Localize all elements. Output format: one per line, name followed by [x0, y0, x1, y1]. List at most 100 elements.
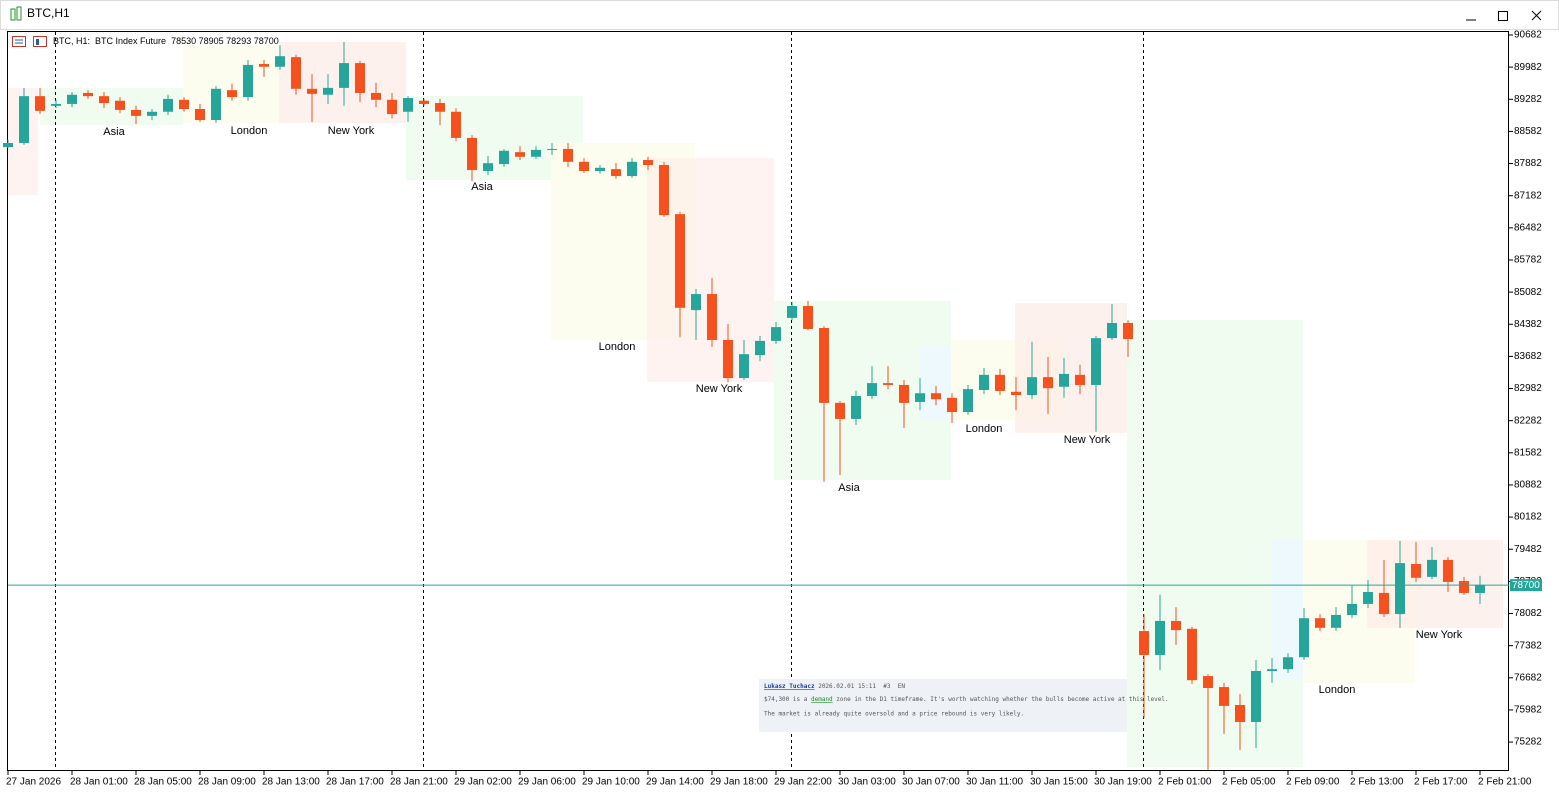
y-tick-label: 77382 [1514, 640, 1542, 651]
session-label: New York [328, 125, 375, 137]
comment-link[interactable]: demand [811, 696, 833, 703]
y-tick-label: 81582 [1514, 447, 1542, 458]
y-tick-label: 88582 [1514, 126, 1542, 137]
candle-body [323, 87, 333, 95]
candle-body [803, 305, 813, 329]
candle-body [755, 340, 765, 356]
candle-body [19, 96, 29, 143]
session-label: New York [1416, 629, 1463, 641]
maximize-button[interactable] [1498, 11, 1508, 21]
x-tick-label: 28 Jan 13:00 [262, 777, 320, 788]
session-label: Asia [103, 126, 125, 138]
candle-body [1427, 559, 1437, 577]
y-tick-label: 79482 [1514, 544, 1542, 555]
candle-body [67, 94, 77, 104]
x-tick-label: 28 Jan 21:00 [390, 777, 448, 788]
comment-author[interactable]: Lukasz Tuchacz [764, 683, 815, 690]
candle-body [1395, 563, 1405, 615]
candle-body [243, 64, 253, 98]
x-tick-label: 2 Feb 05:00 [1222, 777, 1276, 788]
candle-body [771, 327, 781, 341]
session-label: London [599, 341, 636, 353]
x-tick-label: 28 Jan 17:00 [326, 777, 384, 788]
candle-body [179, 99, 189, 110]
candle-body [595, 167, 605, 171]
comment-date: 2026.02.01 15:11 [818, 683, 876, 690]
candle-body [35, 96, 45, 111]
candle-body [947, 397, 957, 413]
candle-body [1475, 585, 1485, 593]
y-tick-label: 80882 [1514, 480, 1542, 491]
y-tick-label: 75982 [1514, 705, 1542, 716]
candle-body [1075, 374, 1085, 385]
candle-body [963, 389, 973, 413]
x-tick-label: 28 Jan 05:00 [134, 777, 192, 788]
comment-lang: EN [898, 683, 906, 690]
candle-body [115, 100, 125, 110]
y-tick-label: 90682 [1514, 30, 1542, 41]
x-tick-label: 30 Jan 03:00 [838, 777, 896, 788]
candle-body [1411, 564, 1421, 578]
x-tick-label: 27 Jan 2026 [6, 777, 61, 788]
candle-body [1027, 377, 1037, 396]
candle-body [1139, 631, 1149, 655]
candle-body [563, 148, 573, 162]
y-tick-label: 89982 [1514, 62, 1542, 73]
candle-body [1299, 618, 1309, 658]
candle-body [819, 328, 829, 403]
comment-header: Lukasz Tuchacz 2026.02.01 15:11 #3 EN [764, 683, 905, 690]
y-tick-label: 83682 [1514, 351, 1542, 362]
candle-body [1059, 373, 1069, 387]
x-tick-label: 28 Jan 01:00 [70, 777, 128, 788]
y-tick-label: 82982 [1514, 383, 1542, 394]
candle-body [1011, 391, 1021, 396]
candle-body [259, 64, 269, 67]
y-tick-label: 89282 [1514, 94, 1542, 105]
x-tick-label: 2 Feb 13:00 [1350, 777, 1404, 788]
session-label: New York [696, 383, 743, 395]
candle-body [531, 149, 541, 157]
comment-line: $74,300 is a demand zone in the D1 timef… [764, 696, 1169, 703]
x-tick-label: 2 Feb 21:00 [1478, 777, 1532, 788]
plot-frame [7, 31, 1509, 771]
session-label: London [231, 125, 268, 137]
y-tick-label: 75282 [1514, 737, 1542, 748]
window-title: BTC,H1 [27, 6, 70, 20]
candle-body [867, 383, 877, 396]
x-tick-label: 29 Jan 10:00 [582, 777, 640, 788]
price-label-box [1510, 579, 1542, 592]
candle-body [707, 294, 717, 340]
x-tick-label: 28 Jan 09:00 [198, 777, 256, 788]
candle-body [1091, 338, 1101, 385]
session-label: London [1319, 684, 1356, 696]
comment-text: zone in the D1 timeframe. It's worth wat… [836, 696, 1168, 703]
candle-body [51, 103, 61, 106]
close-button[interactable] [1531, 10, 1542, 21]
x-tick-label: 30 Jan 15:00 [1030, 777, 1088, 788]
x-tick-label: 29 Jan 22:00 [774, 777, 832, 788]
ohlc-close: 78700 [254, 36, 279, 46]
candle-body [515, 152, 525, 157]
candle-body [147, 111, 157, 116]
candle-body [691, 294, 701, 311]
candle-body [1235, 704, 1245, 722]
candle-body [355, 63, 365, 93]
x-tick-label: 2 Feb 17:00 [1414, 777, 1468, 788]
candle-body [291, 57, 301, 89]
candle-body [643, 159, 653, 166]
y-tick-label: 82282 [1514, 415, 1542, 426]
candle-body [99, 96, 109, 104]
candle-body [1443, 559, 1453, 582]
y-tick-label: 80182 [1514, 512, 1542, 523]
candle-body [675, 214, 685, 308]
candle-body [403, 97, 413, 112]
candle-body [1043, 377, 1053, 389]
candle-body [131, 109, 141, 116]
x-tick-label: 30 Jan 07:00 [902, 777, 960, 788]
price-label: 78700 [1512, 580, 1540, 591]
candle-body [899, 384, 909, 403]
chart-title: BTC, H1: [53, 36, 90, 46]
candle-body [467, 137, 477, 171]
y-tick-label: 84382 [1514, 319, 1542, 330]
